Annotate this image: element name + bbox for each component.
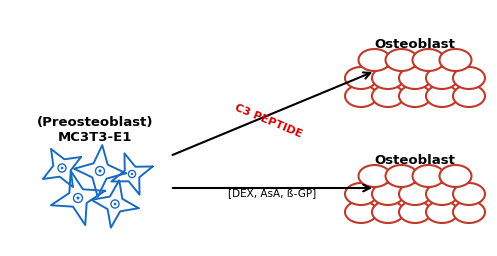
Ellipse shape: [453, 67, 485, 89]
Text: (Preosteoblast): (Preosteoblast): [37, 116, 153, 129]
Ellipse shape: [399, 85, 431, 107]
Ellipse shape: [439, 165, 472, 187]
Ellipse shape: [426, 201, 458, 223]
Ellipse shape: [399, 67, 431, 89]
Ellipse shape: [453, 85, 485, 107]
Text: MC3T3-E1: MC3T3-E1: [58, 131, 132, 144]
Text: [DEX, AsA, ß-GP]: [DEX, AsA, ß-GP]: [228, 188, 316, 198]
Ellipse shape: [372, 201, 404, 223]
Circle shape: [114, 203, 116, 205]
Ellipse shape: [345, 201, 377, 223]
Ellipse shape: [413, 49, 444, 71]
Ellipse shape: [399, 183, 431, 205]
Text: Osteoblast: Osteoblast: [375, 38, 455, 51]
Ellipse shape: [453, 183, 485, 205]
Ellipse shape: [358, 49, 391, 71]
Ellipse shape: [426, 67, 458, 89]
Ellipse shape: [426, 183, 458, 205]
Ellipse shape: [345, 183, 377, 205]
Ellipse shape: [372, 183, 404, 205]
Ellipse shape: [439, 49, 472, 71]
Circle shape: [77, 197, 80, 199]
Ellipse shape: [345, 67, 377, 89]
Ellipse shape: [386, 49, 417, 71]
Ellipse shape: [426, 85, 458, 107]
Ellipse shape: [372, 67, 404, 89]
Circle shape: [131, 173, 133, 175]
Ellipse shape: [345, 85, 377, 107]
Text: Osteoblast: Osteoblast: [375, 154, 455, 167]
Circle shape: [98, 169, 101, 173]
Ellipse shape: [386, 165, 417, 187]
Ellipse shape: [453, 201, 485, 223]
Text: C3 PEPTIDE: C3 PEPTIDE: [233, 103, 303, 140]
Ellipse shape: [399, 201, 431, 223]
Circle shape: [61, 167, 63, 169]
Ellipse shape: [413, 165, 444, 187]
Ellipse shape: [372, 85, 404, 107]
Ellipse shape: [358, 165, 391, 187]
